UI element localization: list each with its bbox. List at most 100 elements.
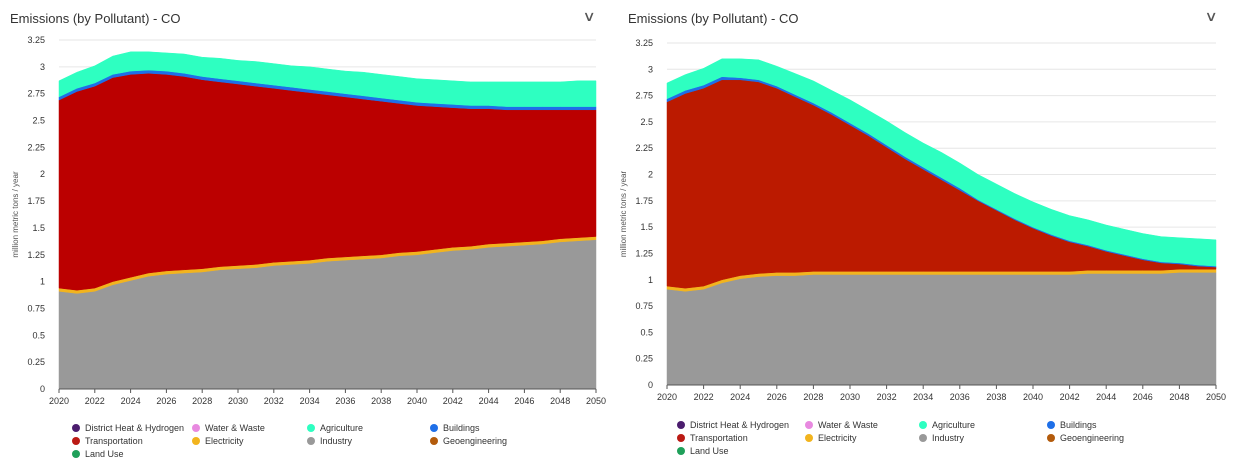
y-tick-label: 1.75	[27, 196, 45, 206]
x-tick-label: 2022	[85, 396, 105, 406]
legend-swatch	[1047, 434, 1055, 442]
legend-item-geoengineering[interactable]: Geoengineering	[1047, 433, 1124, 443]
legend-swatch	[72, 424, 80, 432]
panel-title: Emissions (by Pollutant) - CO	[628, 11, 799, 26]
chevron-down-icon[interactable]: ∨	[582, 8, 596, 24]
area-series-agriculture[interactable]	[666, 58, 1217, 267]
x-tick-label: 2030	[840, 392, 860, 402]
legend-swatch	[919, 421, 927, 429]
legend-swatch	[677, 447, 685, 455]
legend-label: Geoengineering	[1060, 433, 1125, 443]
x-tick-label: 2026	[767, 392, 787, 402]
y-tick-label: 2	[40, 169, 45, 179]
y-tick-label: 2.25	[27, 142, 45, 152]
x-tick-label: 2048	[550, 396, 570, 406]
legend-swatch	[72, 437, 80, 445]
legend-swatch	[805, 434, 813, 442]
y-tick-label: 0.5	[32, 330, 45, 340]
legend-label: Buildings	[1060, 420, 1097, 430]
area-chart: 0 0.25 0.5 0.75 1 1.25 1.5 1.75 2 2.25 2.5 2.75 3 3.2…	[619, 38, 1226, 402]
y-tick-label: 1	[648, 275, 653, 285]
legend-label: Geoengineering	[443, 436, 508, 446]
legend-label: Electricity	[818, 433, 857, 443]
legend-item-buildings[interactable]: Buildings	[430, 423, 480, 433]
x-tick-label: 2050	[586, 396, 606, 406]
legend-item-industry[interactable]: Industry	[919, 433, 964, 443]
y-tick-label: 3	[648, 64, 653, 74]
legend-swatch	[677, 434, 685, 442]
x-tick-label: 2030	[228, 396, 248, 406]
y-tick-label: 3.25	[635, 38, 653, 48]
x-tick-label: 2038	[371, 396, 391, 406]
x-tick-label: 2034	[913, 392, 933, 402]
y-axis-label: million metric tons / year	[11, 171, 20, 258]
legend-swatch	[430, 437, 438, 445]
legend-item-water-waste[interactable]: Water & Waste	[805, 420, 878, 430]
legend-label: Electricity	[205, 436, 244, 446]
legend-item-electricity[interactable]: Electricity	[805, 433, 857, 443]
legend-item-agriculture[interactable]: Agriculture	[307, 423, 363, 433]
legend-label: Transportation	[690, 433, 748, 443]
x-tick-label: 2044	[479, 396, 499, 406]
legend-swatch	[307, 424, 315, 432]
x-tick-label: 2036	[335, 396, 355, 406]
legend-item-transportation[interactable]: Transportation	[72, 436, 143, 446]
legend-item-electricity[interactable]: Electricity	[192, 436, 244, 446]
legend-label: Industry	[932, 433, 965, 443]
legend-swatch	[307, 437, 315, 445]
y-tick-label: 2.5	[32, 116, 45, 126]
x-tick-label: 2040	[407, 396, 427, 406]
y-tick-label: 2	[648, 170, 653, 180]
legend-item-land-use[interactable]: Land Use	[677, 446, 729, 456]
legend-swatch	[805, 421, 813, 429]
y-tick-label: 1.5	[32, 223, 45, 233]
x-tick-label: 2022	[694, 392, 714, 402]
legend-swatch	[430, 424, 438, 432]
x-tick-label: 2020	[657, 392, 677, 402]
y-tick-label: 0.25	[635, 354, 653, 364]
x-tick-label: 2042	[1060, 392, 1080, 402]
legend-swatch	[919, 434, 927, 442]
chevron-down-icon[interactable]: ∨	[1204, 8, 1218, 24]
y-axis-label: million metric tons / year	[619, 171, 628, 258]
legend-label: Agriculture	[932, 420, 976, 430]
legend-item-water-waste[interactable]: Water & Waste	[192, 423, 265, 433]
y-tick-label: 2.75	[635, 91, 653, 101]
legend-item-buildings[interactable]: Buildings	[1047, 420, 1097, 430]
legend-label: Land Use	[690, 446, 729, 456]
y-tick-label: 1.25	[27, 250, 45, 260]
x-tick-label: 2046	[1133, 392, 1153, 402]
legend-item-land-use[interactable]: Land Use	[72, 449, 124, 459]
y-tick-label: 3	[40, 62, 45, 72]
legend-item-industry[interactable]: Industry	[307, 436, 352, 446]
x-tick-label: 2040	[1023, 392, 1043, 402]
legend-item-agriculture[interactable]: Agriculture	[919, 420, 975, 430]
y-tick-label: 2.5	[640, 117, 653, 127]
legend-item-district-heat-hydrogen[interactable]: District Heat & Hydrogen	[72, 423, 184, 433]
x-tick-label: 2050	[1206, 392, 1226, 402]
legend-item-geoengineering[interactable]: Geoengineering	[430, 436, 507, 446]
area-chart: 0 0.25 0.5 0.75 1 1.25 1.5 1.75 2 2.25 2.5 2.75 3 3.2…	[11, 35, 606, 406]
legend-label: Water & Waste	[818, 420, 878, 430]
x-tick-label: 2032	[877, 392, 897, 402]
legend-item-transportation[interactable]: Transportation	[677, 433, 748, 443]
panel-title: Emissions (by Pollutant) - CO	[10, 11, 181, 26]
area-series-agriculture[interactable]	[58, 51, 597, 107]
legend-swatch	[677, 421, 685, 429]
legend-item-district-heat-hydrogen[interactable]: District Heat & Hydrogen	[677, 420, 789, 430]
legend-label: Agriculture	[320, 423, 364, 433]
legend-label: Water & Waste	[205, 423, 265, 433]
legend-swatch	[1047, 421, 1055, 429]
y-tick-label: 3.25	[27, 35, 45, 45]
legend-label: Buildings	[443, 423, 480, 433]
x-tick-label: 2046	[514, 396, 534, 406]
y-tick-label: 2.75	[27, 89, 45, 99]
legend-label: Transportation	[85, 436, 143, 446]
x-tick-label: 2034	[300, 396, 320, 406]
y-tick-label: 0.25	[27, 357, 45, 367]
x-tick-label: 2044	[1096, 392, 1116, 402]
area-series-industry[interactable]	[666, 272, 1217, 386]
x-tick-label: 2042	[443, 396, 463, 406]
x-tick-label: 2036	[950, 392, 970, 402]
x-tick-label: 2028	[803, 392, 823, 402]
